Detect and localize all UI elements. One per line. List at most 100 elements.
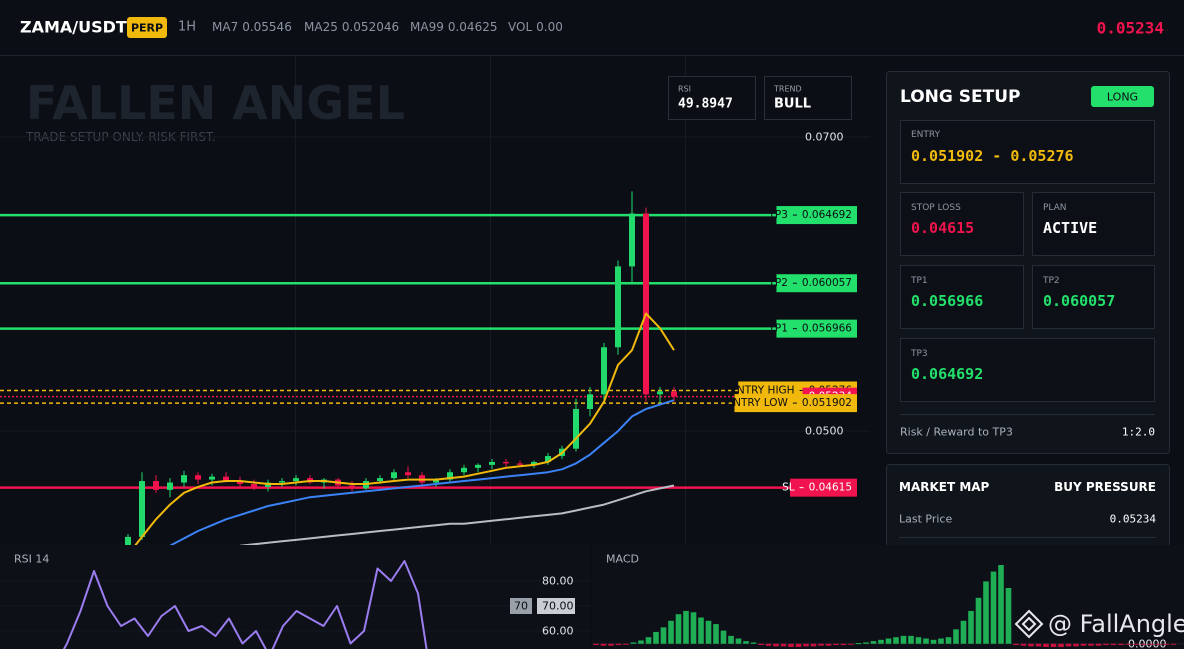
badge-bg: [127, 17, 167, 38]
macd-bar: [878, 639, 884, 644]
indicator-name: MA99: [410, 20, 444, 34]
macd-bar: [765, 643, 772, 646]
macd-bar: [728, 635, 734, 644]
macd-bar: [780, 643, 787, 647]
macd-bar: [735, 638, 742, 644]
candle-body: [503, 461, 509, 464]
macd-bar: [1133, 643, 1139, 645]
level-value: 0.051902: [802, 397, 852, 409]
candle-body: [181, 475, 187, 483]
macd-bar: [638, 640, 644, 644]
candle-body: [405, 472, 411, 476]
card: [1032, 192, 1155, 256]
macd-bar: [923, 638, 929, 644]
macd-bar: [1170, 643, 1177, 645]
info-boxes: RSI 49.8947 TREND BULL: [668, 76, 852, 120]
macd-bar: [953, 629, 959, 644]
level-name: ENTRY LOW: [726, 397, 788, 409]
macd-bar: [803, 643, 809, 647]
indicator-name: VOL: [508, 20, 532, 34]
panel-title: MARKET MAP: [899, 480, 990, 494]
macd-bar: [1065, 643, 1072, 647]
candle-body: [167, 482, 173, 490]
candle-body: [573, 409, 579, 449]
indicator: MA7 0.05546: [212, 20, 292, 34]
level-label-text: TP1 0.056966: [767, 323, 852, 335]
ma-line: [134, 312, 675, 545]
macd-bar: [1140, 643, 1147, 645]
card: [900, 338, 1155, 402]
indicator-value: 0.05546: [242, 20, 292, 34]
last-price: 0.05234: [1097, 19, 1164, 38]
y-tick-label: 60.00: [542, 625, 574, 638]
info-label: RSI: [678, 85, 691, 94]
macd-bar: [930, 639, 937, 644]
candle-body: [139, 481, 145, 537]
macd-bar: [1155, 643, 1162, 645]
level-labels: TP3 0.064692 TP2 0.060057 TP1 0.056966 ENTRY H…: [726, 206, 857, 497]
level-label: TP1 0.056966: [767, 319, 857, 338]
tick-box: [537, 598, 575, 614]
rsi-line: [62, 560, 428, 649]
level-box: [510, 598, 532, 614]
candle-body: [153, 481, 159, 490]
indicator: VOL 0.00: [508, 20, 563, 34]
macd-bar: [1005, 587, 1012, 644]
level-label-bg: [776, 206, 857, 225]
setup-panel: LONG SETUP LONG ENTRY 0.051902 - 0.05276…: [886, 71, 1170, 454]
macd-bar: [1020, 643, 1027, 646]
card: [900, 265, 1024, 329]
info-box: [764, 76, 852, 120]
macd-bar: [825, 643, 832, 646]
candle-body: [587, 394, 593, 410]
indicator-value: 0.00: [536, 20, 563, 34]
level-label-bg: [776, 274, 857, 293]
macd-bar: [675, 614, 682, 644]
card-value: 0.056966: [911, 292, 983, 310]
rsi-panel: [0, 560, 590, 649]
indicator-name: MA25: [304, 20, 338, 34]
candle-body: [251, 483, 257, 487]
macd-bar: [893, 637, 899, 644]
card: [1032, 265, 1155, 329]
candle-body: [293, 478, 299, 482]
rsi-axis: RSI 14 80.00 70 70.00 60.00: [14, 553, 575, 638]
macd-bar: [915, 637, 922, 644]
macd-bar: [1095, 643, 1102, 646]
macd-bar: [750, 642, 757, 644]
interval[interactable]: 1H: [178, 20, 196, 35]
macd-bar: [855, 643, 862, 645]
macd-bar: [870, 641, 877, 644]
rsi-panel-bg: [0, 545, 590, 649]
macd-bar: [1073, 643, 1079, 647]
indicator-name: MA7: [212, 20, 238, 34]
candle-body: [475, 464, 481, 468]
macd-bar: [990, 571, 997, 644]
info-value: 49.8947: [678, 97, 733, 112]
ma-line: [169, 399, 675, 545]
macd-bar: [690, 612, 697, 644]
macd-bar: [615, 643, 622, 646]
candle-body: [531, 461, 537, 465]
rr-label: Risk / Reward to TP3: [900, 426, 1013, 439]
price-chart: FALLEN ANGEL TRADE SETUP ONLY. RISK FIRS…: [0, 56, 870, 545]
macd-bar: [968, 610, 974, 644]
candle-body: [489, 461, 495, 465]
macd-bar: [1043, 643, 1049, 648]
macd-bar: [698, 617, 704, 644]
candle-body: [601, 347, 607, 395]
macd-panel: MACD 0.0000: [592, 553, 1184, 649]
macd-bar: [1103, 643, 1109, 646]
macd-bar: [1035, 643, 1042, 647]
info-label: TREND: [773, 85, 802, 94]
rsi-level: 70: [514, 600, 528, 613]
macd-bar: [1125, 643, 1132, 645]
card-label: TP1: [910, 276, 928, 286]
card-value: 0.064692: [911, 365, 983, 383]
macd-bar: [840, 643, 847, 646]
macd-bar: [720, 630, 727, 644]
macd-bar: [758, 643, 764, 646]
macd-bar: [1080, 643, 1087, 646]
y-tick-label: 80.00: [542, 575, 574, 588]
